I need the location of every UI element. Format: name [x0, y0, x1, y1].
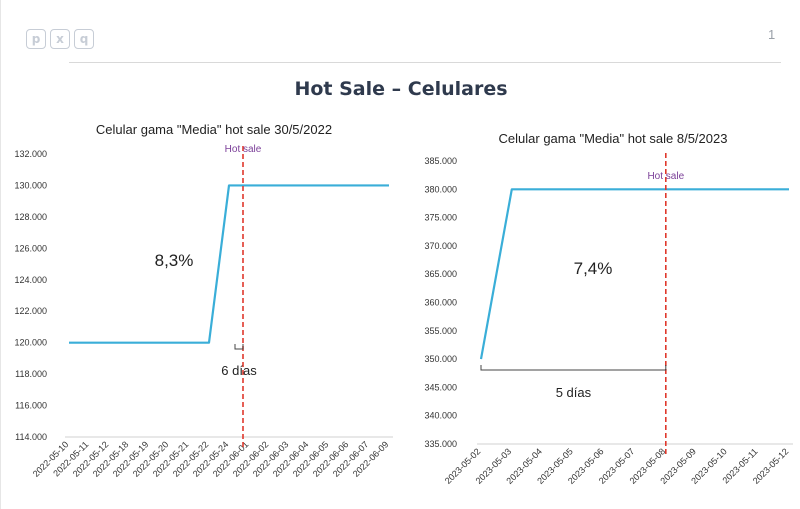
y-tick-label: 350.000	[424, 354, 457, 364]
y-tick-label: 385.000	[424, 156, 457, 166]
y-tick-label: 375.000	[424, 213, 457, 223]
days-label: 6 días	[221, 363, 257, 378]
page-title: Hot Sale – Celulares	[294, 78, 508, 100]
percent-increase-label: 8,3%	[155, 251, 194, 270]
chart-title: Celular gama "Media" hot sale 30/5/2022	[96, 122, 332, 137]
y-tick-label: 335.000	[424, 439, 457, 449]
y-tick-label: 360.000	[424, 298, 457, 308]
chart-2: Celular gama "Media" hot sale 8/5/2023 38…	[424, 131, 793, 486]
y-tick-label: 120.000	[14, 338, 47, 348]
y-tick-label: 114.000	[15, 432, 47, 442]
logo-letter-q: q	[74, 29, 94, 49]
y-tick-label: 130.000	[14, 180, 47, 190]
y-tick-label: 118.000	[15, 369, 47, 379]
page-number: 1	[768, 27, 776, 42]
y-tick-label: 345.000	[424, 382, 457, 392]
y-tick-label: 122.000	[14, 306, 47, 316]
hot-sale-marker-label: Hot sale	[225, 144, 262, 155]
days-bracket	[480, 365, 667, 371]
hot-sale-marker-label: Hot sale	[647, 171, 684, 182]
y-tick-label: 128.000	[14, 212, 47, 222]
price-series-line	[69, 184, 389, 344]
header-divider	[69, 62, 781, 63]
logo-letter-p: p	[26, 29, 46, 49]
chart-title: Celular gama "Media" hot sale 8/5/2023	[499, 131, 728, 146]
y-tick-label: 370.000	[424, 241, 457, 251]
chart-1: Celular gama "Media" hot sale 30/5/2022 1…	[14, 122, 393, 479]
y-tick-label: 126.000	[14, 243, 47, 253]
y-tick-label: 355.000	[424, 326, 457, 336]
pxq-logo: p x q	[26, 29, 94, 49]
price-series-line	[479, 188, 789, 360]
y-tick-label: 124.000	[14, 275, 47, 285]
days-label: 5 días	[556, 385, 592, 400]
y-tick-label: 340.000	[424, 411, 457, 421]
y-tick-label: 132.000	[14, 149, 47, 159]
y-tick-label: 380.000	[424, 184, 457, 194]
y-tick-label: 365.000	[424, 269, 457, 279]
days-bracket	[234, 344, 244, 350]
y-tick-label: 116.000	[15, 401, 47, 411]
logo-letter-x: x	[50, 29, 70, 49]
percent-increase-label: 7,4%	[574, 259, 613, 278]
